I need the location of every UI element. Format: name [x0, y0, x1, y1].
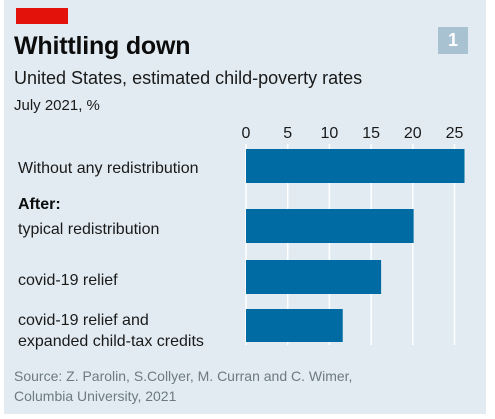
- category-label: typical redistribution: [18, 221, 159, 238]
- source-line-2: Columbia University, 2021: [14, 388, 177, 404]
- x-tick-label: 15: [362, 125, 380, 142]
- category-labels: After: Without any redistribution typical …: [18, 160, 204, 350]
- chart-subtitle: United States, estimated child-poverty r…: [14, 68, 363, 88]
- category-label: covid-19 relief: [18, 272, 118, 289]
- x-tick-label: 20: [404, 125, 422, 142]
- category-label: expanded child-tax credits: [18, 333, 204, 350]
- x-tick-label: 25: [446, 125, 464, 142]
- chart-units-note: July 2021, %: [14, 97, 100, 114]
- bars: [246, 149, 465, 342]
- x-tick-label: 0: [242, 125, 251, 142]
- chart-source: Source: Z. Parolin, S.Collyer, M. Curran…: [14, 366, 352, 406]
- bar-2: [246, 209, 414, 243]
- brand-accent-bar: [16, 8, 68, 24]
- category-label: Without any redistribution: [18, 160, 199, 177]
- bar-1: [246, 149, 465, 183]
- x-tick-label: 5: [283, 125, 292, 142]
- source-line-1: Source: Z. Parolin, S.Collyer, M. Curran…: [14, 368, 353, 384]
- x-tick-label: 10: [320, 125, 338, 142]
- category-label: covid-19 relief and: [18, 312, 149, 329]
- bar-3: [246, 260, 382, 294]
- group-label-after: After:: [18, 196, 61, 213]
- x-axis-ticks: 0 5 10 15 20 25: [242, 125, 464, 142]
- chart-title: Whittling down: [14, 32, 191, 60]
- chart-card: [4, 0, 486, 414]
- chart-number-badge: 1: [438, 27, 468, 54]
- bar-4: [246, 309, 343, 342]
